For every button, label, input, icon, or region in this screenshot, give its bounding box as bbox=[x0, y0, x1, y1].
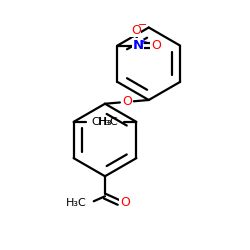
Text: O: O bbox=[151, 39, 161, 52]
Text: H₃C: H₃C bbox=[66, 198, 86, 207]
Text: O: O bbox=[131, 24, 141, 36]
Text: CH₃: CH₃ bbox=[91, 117, 112, 127]
Text: N: N bbox=[132, 39, 143, 52]
Text: H₃C: H₃C bbox=[98, 117, 119, 127]
Text: −: − bbox=[138, 20, 147, 30]
Text: O: O bbox=[120, 196, 130, 209]
Text: +: + bbox=[139, 36, 146, 46]
Text: O: O bbox=[122, 95, 132, 108]
